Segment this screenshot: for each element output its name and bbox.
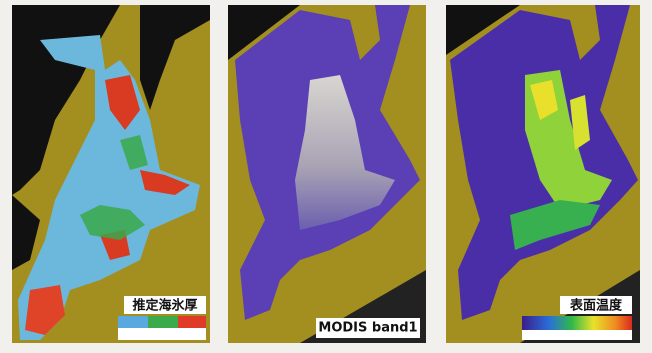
colorbar-ticks <box>522 330 632 340</box>
figure: 推定海氷厚 MODIS band1 表面温度 <box>0 0 652 353</box>
colorbar <box>148 316 178 328</box>
panel-surface-temp: 表面温度 <box>446 5 640 343</box>
colorbar <box>118 316 148 328</box>
panel-label: MODIS band1 <box>318 321 417 336</box>
colorbar <box>178 316 206 328</box>
colorbar-ticks <box>118 328 206 340</box>
panel-label: 表面温度 <box>569 298 623 314</box>
panel-label: 推定海氷厚 <box>132 298 197 314</box>
panel-modis: MODIS band1 <box>228 5 426 343</box>
panel-ice-thickness: 推定海氷厚 <box>12 5 210 343</box>
colorbar <box>522 316 632 330</box>
